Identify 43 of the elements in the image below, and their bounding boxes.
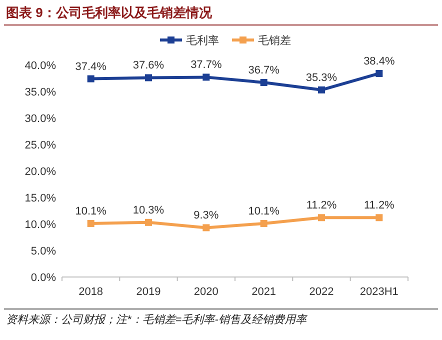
data-label: 38.4%	[364, 55, 395, 68]
point	[87, 220, 94, 227]
data-label: 11.2%	[306, 200, 337, 212]
x-tick-label: 2020	[194, 286, 218, 298]
y-tick-label: 25.0%	[24, 140, 56, 152]
data-label: 11.2%	[364, 200, 395, 212]
data-label: 35.3%	[306, 72, 338, 84]
point	[145, 74, 152, 82]
x-tick-label: 2018	[78, 286, 104, 298]
y-tick-label: 30.0%	[24, 113, 56, 125]
point	[260, 220, 268, 227]
text: 资料来源：公司财报；注*：毛销差=毛利率-销售及经销费用率	[6, 313, 308, 326]
point	[87, 75, 94, 82]
point	[376, 214, 383, 222]
y-tick-label: 5.0%	[30, 246, 56, 258]
y-tick-label: 20.0%	[24, 166, 56, 178]
point	[260, 78, 268, 86]
y-tick-label: 0.0%	[30, 272, 56, 284]
data-label: 10.1%	[248, 205, 280, 218]
y-tick-label: 40.0%	[24, 60, 56, 72]
y-tick-label: 35.0%	[24, 86, 56, 98]
x-tick-label: 2021	[252, 286, 276, 298]
data-label: 37.4%	[75, 60, 107, 73]
x-tick-label: 2022	[309, 286, 334, 298]
y-tick-label: 10.0%	[24, 219, 56, 231]
point	[145, 218, 152, 226]
data-label: 37.6%	[132, 60, 164, 72]
data-label: 9.3%	[194, 210, 219, 222]
point	[318, 214, 325, 222]
legend-label: 毛利率	[186, 34, 219, 47]
chart-title: 图表 9：公司毛利率以及毛销差情况	[6, 5, 213, 20]
point	[202, 224, 210, 232]
data-label: 37.7%	[190, 59, 222, 72]
data-label: 10.1%	[75, 205, 107, 218]
point	[318, 86, 325, 94]
data-label: 10.3%	[132, 204, 164, 216]
point	[202, 74, 210, 81]
point	[376, 70, 383, 77]
x-tick-label: 2023H1	[360, 286, 398, 298]
legend-label: 毛销差	[258, 34, 291, 47]
x-tick-label: 2019	[136, 286, 161, 298]
y-tick-label: 15.0%	[24, 192, 56, 204]
data-label: 36.7%	[248, 64, 280, 76]
